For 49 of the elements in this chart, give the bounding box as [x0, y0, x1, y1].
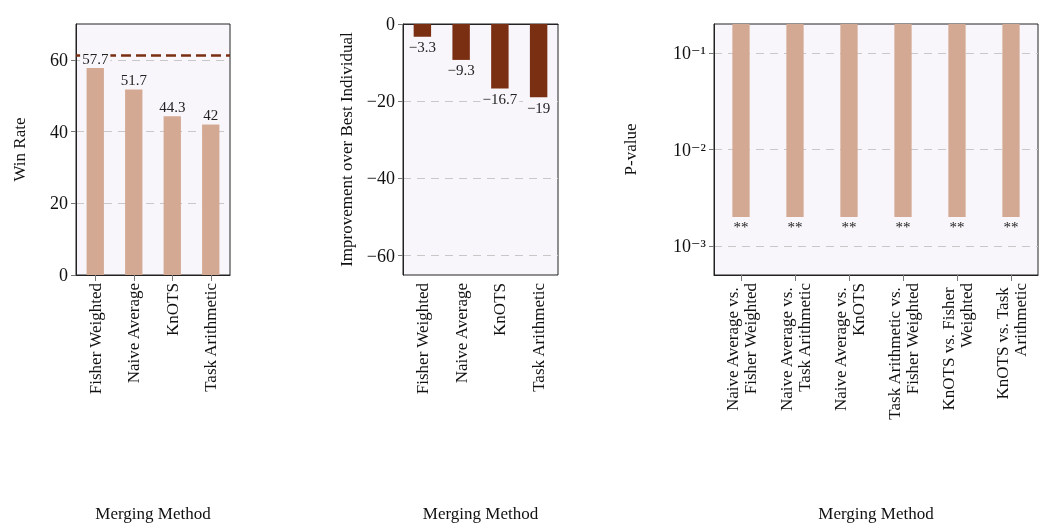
data-label: **: [895, 219, 911, 236]
x-tick-label: Naive Average vs. KnOTS: [830, 283, 868, 412]
data-label: **: [949, 219, 965, 236]
data-label: **: [1003, 219, 1019, 236]
bar: [163, 116, 181, 275]
data-label: **: [733, 219, 749, 236]
data-label: 51.7: [120, 72, 148, 89]
data-label: −9.3: [447, 62, 475, 79]
y-tick-label: −20: [366, 91, 395, 112]
x-tick-label: Naive Average vs. Fisher Weighted: [722, 282, 760, 412]
x-tick-label: Task Arithmetic vs. Fisher Weighted: [884, 282, 922, 420]
data-label: 44.3: [159, 98, 186, 115]
x-axis-title: Merging Method: [818, 504, 935, 523]
bar: [125, 89, 143, 275]
x-tick-label: Naive Average vs. Task Arithmetic: [776, 282, 814, 412]
y-tick-label: 10⁻³: [673, 235, 707, 256]
y-tick-label: 0: [386, 14, 395, 34]
x-tick-label: KnOTS vs. Task Arithmetic: [992, 282, 1030, 400]
x-tick-label: Naive Average: [451, 283, 471, 384]
y-tick-label: −40: [366, 168, 395, 189]
x-tick-label: KnOTS: [162, 283, 182, 336]
data-label: 42: [203, 106, 219, 123]
y-tick-label: 20: [50, 193, 68, 214]
data-label: **: [841, 219, 857, 236]
x-tick-label: Task Arithmetic: [201, 282, 221, 392]
data-label: −3.3: [408, 39, 436, 56]
y-tick-label: −60: [366, 245, 395, 266]
y-tick-label: 40: [50, 121, 68, 142]
x-axis-title: Merging Method: [95, 504, 212, 523]
bar: [202, 124, 220, 275]
x-tick-label: Fisher Weighted: [85, 282, 105, 395]
x-tick-label: KnOTS vs. Fisher Weighted: [938, 282, 976, 411]
data-label: **: [787, 219, 803, 236]
x-tick-label: Fisher Weighted: [412, 282, 432, 395]
bar: [86, 68, 104, 275]
x-tick-label: Naive Average: [124, 283, 144, 384]
data-label: −16.7: [482, 90, 518, 107]
x-tick-label: Task Arithmetic: [529, 282, 549, 392]
data-label: 57.7: [82, 50, 109, 67]
x-tick-label: KnOTS: [490, 283, 510, 336]
x-axis-title: Merging Method: [422, 504, 539, 523]
y-axis-title: Improvement over Best Individual: [337, 31, 356, 267]
y-tick-label: 10⁻¹: [673, 43, 706, 64]
data-label: −19: [526, 99, 551, 116]
y-tick-label: 10⁻²: [673, 139, 706, 160]
y-axis-title: P-value: [621, 123, 640, 176]
y-tick-label: 0: [59, 265, 68, 285]
y-tick-label: 60: [50, 49, 68, 70]
y-axis-title: Win Rate: [10, 117, 29, 182]
